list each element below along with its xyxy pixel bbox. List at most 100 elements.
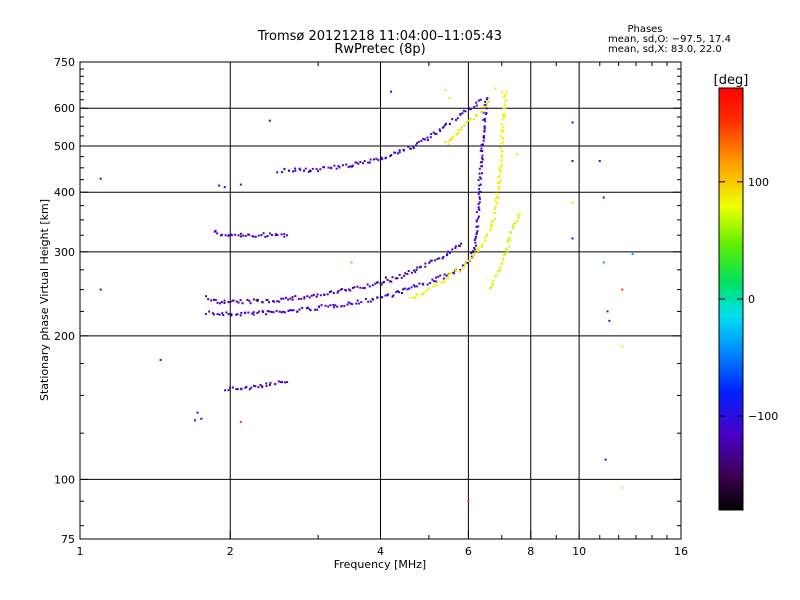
echo-point — [500, 142, 503, 145]
x-tick-label: 8 — [527, 545, 534, 558]
echo-point — [236, 388, 239, 391]
echo-point — [415, 142, 418, 145]
echo-point — [385, 156, 388, 159]
colorbar-tick-label: −100 — [748, 410, 778, 423]
echo-point — [262, 311, 265, 314]
echo-point — [498, 185, 501, 188]
echo-point — [355, 302, 358, 305]
echo-point — [362, 162, 365, 165]
echo-point — [308, 296, 311, 299]
y-tick-label: 200 — [54, 330, 75, 343]
echo-point — [242, 234, 245, 237]
echo-point — [360, 301, 363, 304]
echo-point — [442, 125, 445, 128]
echo-point — [384, 276, 387, 279]
echo-point — [349, 302, 352, 305]
echo-point — [608, 319, 611, 322]
echo-point — [471, 251, 474, 254]
echo-point — [380, 156, 383, 159]
echo-point — [499, 266, 502, 269]
echo-point — [515, 153, 518, 156]
echo-point — [460, 126, 463, 129]
echo-point — [459, 128, 462, 131]
echo-point — [414, 271, 417, 274]
echo-point — [433, 284, 436, 287]
echo-point — [468, 258, 471, 261]
echo-point — [359, 286, 362, 289]
echo-point — [400, 292, 403, 295]
echo-point — [501, 130, 504, 133]
echo-point — [469, 117, 472, 120]
echo-point — [368, 161, 371, 164]
echo-point — [415, 285, 418, 288]
echo-point — [281, 381, 284, 384]
echo-point — [252, 298, 255, 301]
echo-point — [485, 235, 488, 238]
y-tick-label: 750 — [54, 56, 75, 69]
echo-point — [229, 233, 232, 236]
echo-point — [240, 387, 243, 390]
echo-point — [486, 102, 489, 105]
echo-point — [496, 270, 499, 273]
echo-point — [282, 297, 285, 300]
echo-point — [478, 197, 481, 200]
echo-point — [279, 381, 282, 384]
echo-point — [283, 233, 286, 236]
echo-point — [252, 384, 255, 387]
echo-point — [501, 150, 504, 153]
echo-point — [429, 260, 432, 263]
echo-point — [234, 233, 237, 236]
echo-point — [481, 110, 484, 113]
echo-point — [488, 287, 491, 290]
echo-point — [409, 147, 412, 150]
echo-point — [316, 308, 319, 311]
echo-point — [451, 137, 454, 140]
echo-point — [301, 306, 304, 309]
echo-point — [434, 276, 437, 279]
echo-point — [500, 154, 503, 157]
echo-point — [319, 294, 322, 297]
echo-point — [395, 291, 398, 294]
echo-point — [286, 234, 289, 237]
echo-point — [479, 110, 482, 113]
echo-point — [441, 257, 444, 260]
echo-point — [316, 293, 319, 296]
echo-point — [205, 295, 208, 298]
echo-point — [245, 385, 248, 388]
echo-point — [268, 384, 271, 387]
echo-point — [469, 118, 472, 121]
echo-point — [315, 295, 318, 298]
echo-point — [475, 225, 478, 228]
echo-point — [357, 302, 360, 305]
echo-point — [257, 386, 260, 389]
echo-point — [501, 123, 504, 126]
echo-point — [449, 251, 452, 254]
echo-point — [475, 104, 478, 107]
echo-point — [275, 309, 278, 312]
echo-point — [499, 170, 502, 173]
echo-point — [504, 93, 507, 96]
echo-point — [356, 299, 359, 302]
echo-point — [268, 310, 271, 313]
echo-point — [424, 138, 427, 141]
echo-point — [416, 266, 419, 269]
echo-point — [475, 232, 478, 235]
echo-point — [436, 258, 439, 261]
echo-point — [481, 172, 484, 175]
echo-point — [304, 167, 307, 170]
echo-point — [235, 300, 238, 303]
echo-point — [332, 303, 335, 306]
echo-point — [261, 301, 264, 304]
echo-point — [229, 300, 232, 303]
echo-point — [430, 259, 433, 262]
echo-point — [479, 98, 482, 101]
echo-point — [447, 250, 450, 253]
echo-point — [478, 190, 481, 193]
echo-point — [309, 309, 312, 312]
echo-point — [270, 310, 273, 313]
echo-point — [327, 305, 330, 308]
echo-point — [488, 100, 491, 103]
echo-point — [518, 213, 521, 216]
echo-point — [483, 237, 486, 240]
echo-point — [514, 221, 517, 224]
